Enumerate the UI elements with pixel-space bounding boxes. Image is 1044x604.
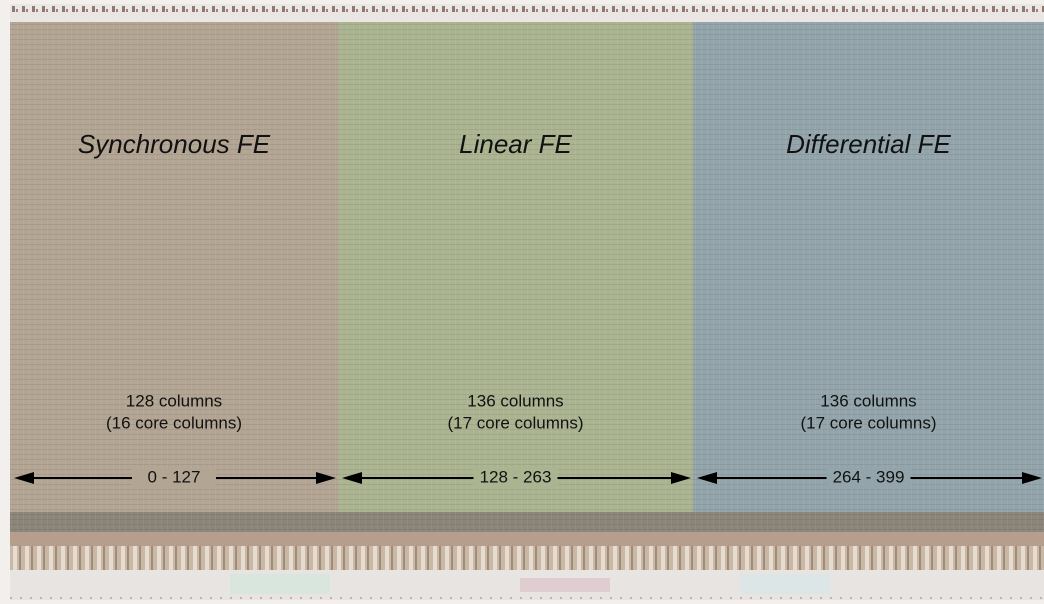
top-pad-row <box>10 4 1044 22</box>
region-title: Synchronous FE <box>78 129 271 159</box>
core-column-count: (17 core columns) <box>447 413 583 432</box>
region-texture <box>10 22 338 512</box>
periphery-logic <box>10 532 1044 546</box>
column-count: 136 columns <box>467 391 563 410</box>
die-photo: Synchronous FE 128 columns (16 core column… <box>0 0 1044 604</box>
column-count: 128 columns <box>126 391 222 410</box>
periphery-texture <box>10 512 1044 532</box>
region: Synchronous FE 128 columns (16 core column… <box>10 22 338 512</box>
region-texture <box>338 22 693 512</box>
bond-pads <box>10 546 1044 570</box>
region: Linear FE 136 columns (17 core columns) 128… <box>338 22 693 512</box>
region-title: Differential FE <box>786 129 951 159</box>
io-block <box>230 574 330 594</box>
range-label: 0 - 127 <box>148 467 201 486</box>
region: Differential FE 136 columns (17 core colum… <box>693 22 1044 512</box>
range-label: 264 - 399 <box>833 467 905 486</box>
core-column-count: (16 core columns) <box>106 413 242 432</box>
regions: Synchronous FE 128 columns (16 core column… <box>10 22 1044 512</box>
range-label: 128 - 263 <box>480 467 552 486</box>
region-texture <box>693 22 1044 512</box>
core-column-count: (17 core columns) <box>800 413 936 432</box>
region-title: Linear FE <box>459 129 572 159</box>
io-block <box>740 574 830 594</box>
column-count: 136 columns <box>820 391 916 410</box>
io-block <box>520 578 610 592</box>
